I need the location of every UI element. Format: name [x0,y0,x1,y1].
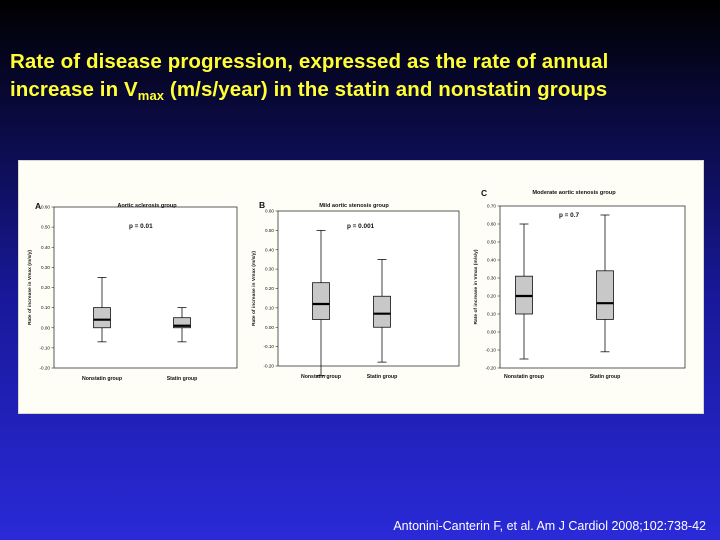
chart-panel-a: A Aortic sclerosis group p = 0.01 0.60 0.50 0… [27,201,238,382]
panel-letter: B [259,200,265,210]
y-tick-label: 0.10 [487,312,496,317]
y-tick-label: 0.40 [265,247,274,252]
iqr-box [173,317,191,329]
chart-panel-b: B Mild aortic stenosis group p = 0.001 0.60… [251,200,460,380]
panel-letter: C [481,188,487,198]
y-tick-label: 0.30 [41,265,50,270]
p-value-annotation: p = 0.7 [559,212,580,219]
title-line-2-post: (m/s/year) in the statin and nonstatin g… [164,78,608,101]
y-tick-label: 0.50 [487,240,496,245]
plot-frame [277,210,460,367]
iqr-box [373,295,391,328]
plot-frame [53,206,238,369]
y-tick-label: 0.50 [265,228,274,233]
panel-letter: A [35,201,41,211]
y-tick-label: -0.10 [264,344,275,349]
panel-title: Moderate aortic stenosis group [532,190,616,196]
title-line-2-pre: increase in V [10,78,138,101]
title-vmax-subscript: max [137,88,165,103]
y-tick-label: 0.30 [265,267,274,272]
panel-title: Aortic sclerosis group [117,203,177,209]
p-value-annotation: p = 0.001 [347,223,375,230]
x-category-label: Statin group [167,376,198,382]
box-statin [373,259,391,363]
x-category-label: Nonstatin group [82,376,122,382]
y-tick-label: 0.50 [41,225,50,230]
iqr-box [312,282,330,320]
p-value-annotation: p = 0.01 [129,223,153,230]
y-tick-label: 0.20 [487,294,496,299]
y-axis-label: Rate of increase in Vmax (m/s/y) [473,249,479,324]
y-axis-label: Rate of increase in Vmax (m/s/y) [27,250,33,325]
x-category-label: Nonstatin group [301,374,341,380]
box-plot-figure: A Aortic sclerosis group p = 0.01 0.60 0.50 0… [27,188,686,382]
y-tick-label: 0.40 [487,258,496,263]
y-tick-label: -0.10 [40,345,51,350]
title-line-2: increase in Vmax (m/s/year) in the stati… [10,76,715,104]
panel-title: Mild aortic stenosis group [319,203,389,209]
y-tick-label: -0.20 [486,366,497,371]
x-category-label: Statin group [590,374,621,380]
x-category-label: Statin group [367,374,398,380]
y-tick-label: -0.20 [264,364,275,369]
title-line-1: Rate of disease progression, expressed a… [10,50,609,73]
box-nonstatin [312,229,330,377]
y-tick-label: 0.20 [265,286,274,291]
y-tick-label: 0.00 [265,325,274,330]
citation: Antonini-Canterin F, et al. Am J Cardiol… [393,519,706,533]
x-category-label: Nonstatin group [504,374,544,380]
figure-panel: A Aortic sclerosis group p = 0.01 0.60 0.50 0… [18,160,704,414]
iqr-box [596,270,614,320]
iqr-box [93,307,111,329]
y-tick-label: 0.00 [41,325,50,330]
y-tick-label: 0.20 [41,285,50,290]
y-tick-label: 0.60 [41,205,50,210]
y-tick-label: -0.10 [486,348,497,353]
y-tick-label: 0.60 [487,222,496,227]
box-nonstatin [515,223,533,360]
y-tick-label: 0.00 [487,330,496,335]
box-statin [173,307,191,343]
y-tick-label: 0.10 [265,305,274,310]
y-tick-label: 0.30 [487,276,496,281]
box-statin [596,214,614,353]
y-tick-label: 0.70 [487,204,496,209]
slide-title: Rate of disease progression, expressed a… [10,48,715,104]
y-tick-label: 0.60 [265,209,274,214]
y-tick-label: -0.20 [40,366,51,371]
box-nonstatin [93,277,111,343]
y-axis-label: Rate of increase in Vmax (m/s/y) [251,251,257,326]
y-tick-label: 0.40 [41,245,50,250]
chart-panel-c: C Moderate aortic stenosis group p = 0.7 0.… [473,188,686,380]
y-tick-label: 0.10 [41,305,50,310]
